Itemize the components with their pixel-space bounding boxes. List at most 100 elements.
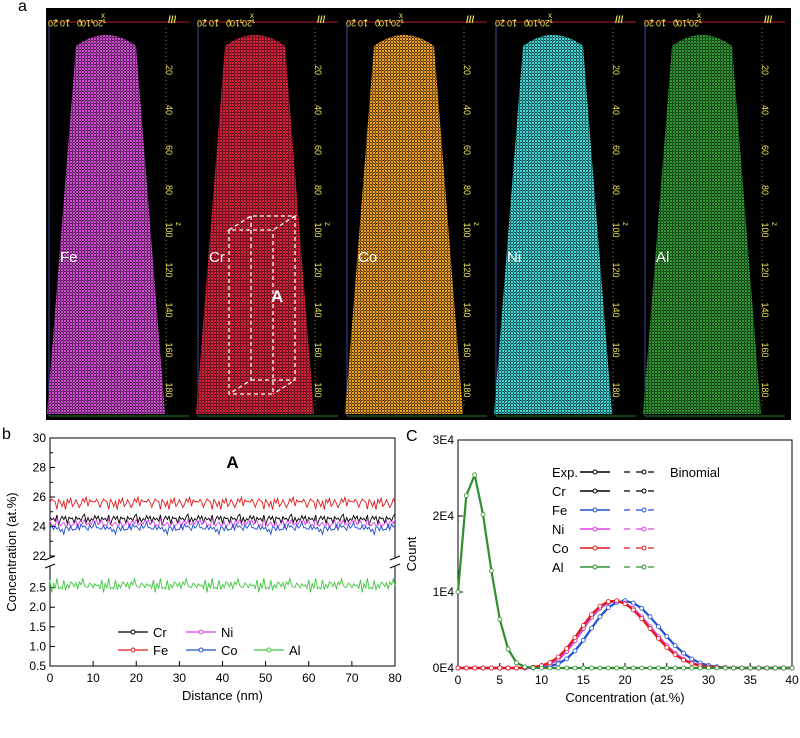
data-point-co <box>681 657 686 663</box>
legend-label-ni: Ni <box>552 522 564 537</box>
z-axis-label: z <box>174 222 183 226</box>
series-line-al <box>49 577 396 593</box>
z-tick-label: 20 <box>164 65 174 75</box>
data-point-co <box>655 635 661 641</box>
x-tick-label: 0 <box>226 18 231 28</box>
legend-marker <box>641 545 647 551</box>
box-back-edges <box>228 216 295 395</box>
legend-marker <box>130 629 136 635</box>
z-tick-label: 40 <box>611 105 621 115</box>
z-tick-label: 60 <box>462 145 472 155</box>
panel-label-a: a <box>18 0 27 15</box>
x-tick-label: 60 <box>302 671 316 685</box>
y-axis-label: Count <box>404 536 419 571</box>
y-tick-label: 1.5 <box>29 620 46 634</box>
data-point-al <box>497 616 503 622</box>
x-axis-label: Concentration (at.%) <box>565 690 684 705</box>
z-tick-label: 160 <box>611 342 621 357</box>
z-tick-label: 140 <box>462 302 472 317</box>
z-tick-label: 60 <box>313 145 323 155</box>
x-tick-label: 35 <box>744 673 758 687</box>
x-tick-label: 20 <box>644 18 654 28</box>
panel-label-c: C <box>406 428 418 445</box>
y-axis-label: Concentration (at.%) <box>4 492 19 611</box>
legend: Exp. Binomial Cr Fe Ni Co Al <box>552 465 720 575</box>
x-tick-label: 10 <box>507 18 517 28</box>
data-point-al <box>789 665 795 671</box>
x-tick-label: 20 <box>346 18 356 28</box>
z-tick-label: 180 <box>462 382 472 397</box>
z-tick-label: 40 <box>462 105 472 115</box>
data-point-co <box>639 616 645 622</box>
x-tick-label: 40 <box>216 671 230 685</box>
data-point-co <box>514 665 519 671</box>
element-label-co: Co <box>358 249 377 266</box>
x-axis-label: x <box>548 11 552 20</box>
data-point-al <box>522 664 528 670</box>
x-tick-label: -10 <box>230 18 243 28</box>
data-point-al <box>547 665 553 671</box>
data-point-al <box>664 665 670 671</box>
axes: 0 10 20 30 40 50 60 70 80 22 24 26 28 30 0.5 1.0 1.5 2.0 2… <box>4 431 402 703</box>
legend-marker <box>130 647 136 653</box>
data-point-al <box>672 665 678 671</box>
data-point-al <box>756 665 762 671</box>
legend-marker <box>198 647 204 653</box>
x-tick-label: -10 <box>379 18 392 28</box>
element-label-al: Al <box>656 249 669 266</box>
y-tick-label: 3E4 <box>433 433 455 447</box>
selection-box-a: A <box>226 215 298 395</box>
data-point-co <box>480 665 486 671</box>
legend-marker <box>198 629 204 635</box>
series-line-co <box>49 520 396 536</box>
data-point-co <box>497 665 503 671</box>
z-tick-label: 120 <box>760 262 770 277</box>
z-tick-label: 180 <box>164 382 174 397</box>
x-tick-label: 0 <box>47 671 54 685</box>
element-label-fe: Fe <box>60 249 78 266</box>
legend-marker <box>266 647 272 653</box>
exp-line-al <box>456 471 792 670</box>
data-point-co <box>614 598 620 604</box>
data-point-fe <box>681 650 686 656</box>
z-tick-label: 140 <box>760 302 770 317</box>
x-tick-label: -10 <box>677 18 690 28</box>
panel-label-b: b <box>2 426 11 443</box>
frequency-distribution-panel: 0 5 10 15 20 25 30 35 40 0E4 1E4 2E4 3E4 Concentratio… <box>400 426 800 738</box>
data-point-fe <box>630 600 636 606</box>
data-point-al <box>564 665 570 671</box>
z-tick-label: 100 <box>164 222 174 237</box>
data-point-al <box>731 665 737 671</box>
data-point-al <box>539 665 544 671</box>
legend-marker <box>641 469 647 475</box>
data-point-al <box>630 665 636 671</box>
x-tick-label: 40 <box>785 673 799 687</box>
legend-marker <box>592 488 598 494</box>
z-tick-label: 180 <box>611 382 621 397</box>
concentration-profile-panel: 0 10 20 30 40 50 60 70 80 22 24 26 28 30 0.5 1.0 1.5 2.0 2… <box>0 426 410 738</box>
x-tick-label: -10 <box>81 18 94 28</box>
z-tick-label: 20 <box>611 65 621 75</box>
data-point-co <box>505 665 511 671</box>
x-tick-label: 50 <box>259 671 273 685</box>
data-point-al <box>714 665 720 671</box>
z-tick-label: 80 <box>164 185 174 195</box>
legend-marker <box>641 526 647 532</box>
x-tick-label: 10 <box>209 18 219 28</box>
data-point-fe <box>589 625 595 631</box>
exp-line-co <box>458 599 792 670</box>
scale-icon: /// <box>317 15 326 26</box>
x-tick-label: 20 <box>495 18 505 28</box>
data-point-al <box>681 665 686 671</box>
z-tick-label: 80 <box>313 185 323 195</box>
legend-marker <box>592 545 598 551</box>
z-tick-label: 100 <box>313 222 323 237</box>
data-point-al <box>655 665 661 671</box>
legend-marker <box>641 564 647 570</box>
z-tick-label: 60 <box>164 145 174 155</box>
atom-cloud-al <box>643 35 761 414</box>
x-tick-label: -20 <box>391 18 404 28</box>
data-point-al <box>489 568 494 574</box>
data-point-fe <box>689 656 695 662</box>
